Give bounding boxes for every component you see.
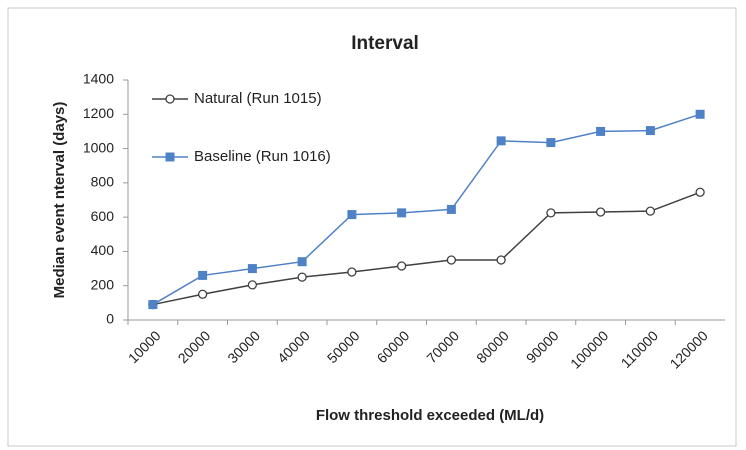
chart-border — [7, 7, 737, 447]
series-line — [152, 113, 701, 306]
data-point — [645, 126, 655, 136]
legend-marker — [165, 152, 175, 162]
y-tick-label: 600 — [91, 208, 115, 224]
y-tick-label: 800 — [91, 174, 115, 190]
data-point — [496, 255, 506, 265]
legend-label: Natural (Run 1015) — [194, 90, 322, 107]
data-point — [446, 255, 457, 265]
data-point — [247, 280, 258, 290]
series-line — [152, 191, 701, 306]
data-point — [695, 187, 705, 197]
data-point — [546, 208, 556, 218]
chart-title: Interval — [351, 33, 419, 54]
data-point — [446, 204, 456, 214]
data-point — [297, 257, 307, 267]
x-axis-title: Flow threshold exceeded (ML/d) — [316, 407, 544, 424]
data-point — [645, 206, 656, 216]
data-point — [148, 300, 158, 310]
y-tick-label: 400 — [91, 242, 115, 258]
data-point — [596, 126, 606, 136]
legend-marker — [165, 94, 175, 104]
data-point — [397, 208, 407, 218]
y-axis-title: Median event nterval (days) — [51, 102, 68, 299]
data-point — [496, 136, 506, 146]
y-tick-label: 0 — [106, 311, 114, 327]
data-point — [297, 272, 307, 282]
data-point — [197, 289, 208, 299]
y-tick-label: 1400 — [83, 71, 114, 87]
y-tick-label: 200 — [91, 276, 115, 292]
data-point — [546, 138, 556, 148]
data-point — [198, 270, 208, 280]
data-point — [595, 207, 606, 217]
y-tick-label: 1200 — [83, 105, 114, 121]
data-point — [695, 109, 705, 119]
y-tick-label: 1000 — [83, 139, 114, 155]
data-point — [347, 210, 357, 220]
data-point — [396, 261, 407, 271]
legend-label: Baseline (Run 1016) — [194, 148, 331, 165]
data-point — [247, 264, 257, 274]
data-point — [347, 267, 357, 277]
